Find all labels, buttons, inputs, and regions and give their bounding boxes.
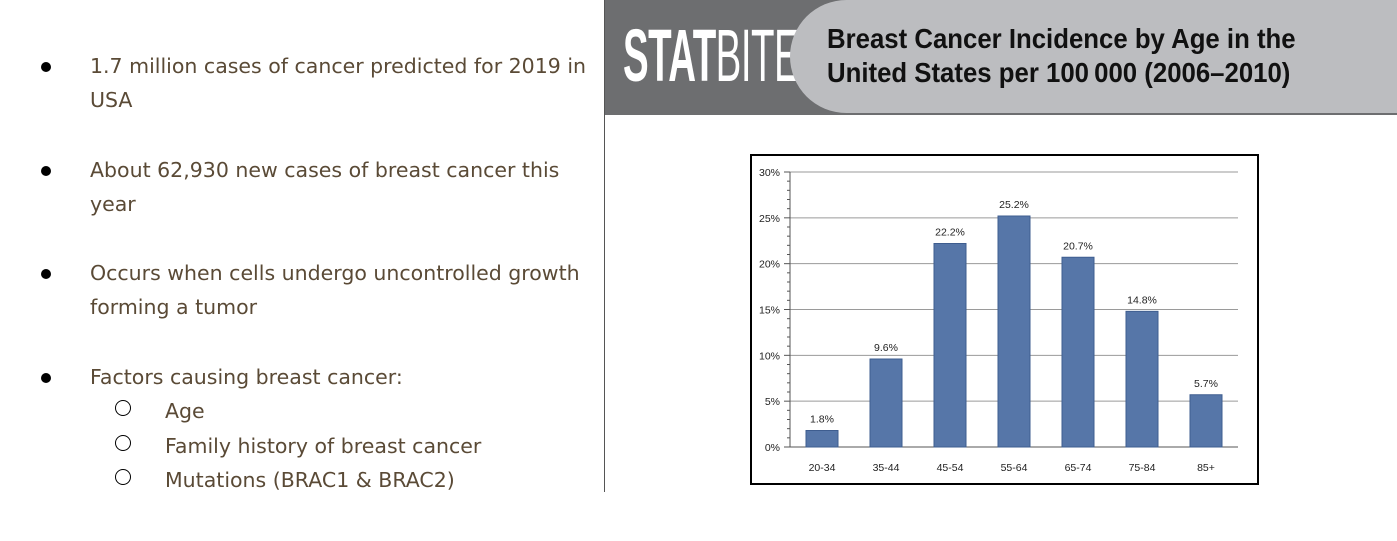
- chart-frame: 0% 5% 10% 15% 20% 25% 30% 1.8% 20-34 9.6% 35-44 22.…: [750, 154, 1259, 485]
- y-tick-label: 15%: [759, 305, 780, 317]
- y-tick-label: 25%: [759, 213, 780, 225]
- x-tick-label: 55-64: [1001, 462, 1028, 474]
- circle-bullet-icon: [115, 400, 131, 416]
- y-tick-label: 0%: [765, 442, 780, 454]
- y-tick-label: 30%: [759, 167, 780, 179]
- y-tick-label: 10%: [759, 350, 780, 362]
- data-label: 20.7%: [1063, 240, 1093, 252]
- logo-bite-text: BITE: [715, 14, 800, 97]
- bar: [997, 215, 1031, 448]
- bar: [933, 243, 967, 448]
- bar: [869, 358, 903, 448]
- x-tick-label: 20-34: [809, 462, 836, 474]
- data-label: 22.2%: [935, 227, 965, 239]
- sub-bullet-text: Family history of breast cancer: [165, 434, 482, 458]
- circle-bullet-icon: [115, 469, 131, 485]
- data-label: 14.8%: [1127, 294, 1157, 306]
- x-tick-label: 35-44: [873, 462, 900, 474]
- bullet-text: Factors causing breast cancer:: [90, 365, 403, 389]
- x-tick-label: 65-74: [1065, 462, 1092, 474]
- banner-divider: [605, 113, 1397, 115]
- bullet-dot-icon: [41, 166, 51, 176]
- data-label: 5.7%: [1194, 378, 1218, 390]
- data-label: 25.2%: [999, 199, 1029, 211]
- data-label: 1.8%: [810, 414, 834, 426]
- title-banner: STATBITE Breast Cancer Incidence by Age …: [605, 0, 1397, 113]
- circle-bullet-icon: [115, 435, 131, 451]
- bullet-dot-icon: [41, 62, 51, 72]
- sub-bullet-item: Mutations (BRAC1 & BRAC2): [0, 463, 600, 497]
- bar: [1189, 394, 1223, 448]
- chart-title: Breast Cancer Incidence by Age in the Un…: [827, 23, 1296, 88]
- x-tick-label: 85+: [1197, 462, 1215, 474]
- statbite-logo: STATBITE: [623, 14, 800, 98]
- logo-stat-text: STAT: [623, 14, 716, 97]
- bullet-dot-icon: [41, 269, 51, 279]
- x-tick-label: 45-54: [937, 462, 964, 474]
- sub-bullet-item: Family history of breast cancer: [0, 429, 600, 463]
- bar: [1125, 310, 1159, 448]
- bullet-text: 1.7 million cases of cancer predicted fo…: [90, 54, 587, 112]
- sub-bullet-text: Mutations (BRAC1 & BRAC2): [165, 468, 455, 492]
- figure-panel: STATBITE Breast Cancer Incidence by Age …: [604, 0, 1397, 492]
- data-label: 9.6%: [874, 342, 898, 354]
- title-background: [790, 0, 1397, 113]
- y-tick-label: 5%: [765, 396, 780, 408]
- bullet-dot-icon: [41, 373, 51, 383]
- x-tick-label: 75-84: [1129, 462, 1156, 474]
- bar: [1061, 256, 1095, 448]
- bar-chart: 0% 5% 10% 15% 20% 25% 30% 1.8% 20-34 9.6% 35-44 22.…: [759, 167, 1238, 474]
- sub-bullet-text: Age: [165, 399, 205, 423]
- bullet-list: 1.7 million cases of cancer predicted fo…: [0, 0, 604, 541]
- bar: [805, 430, 839, 448]
- bullet-text: Occurs when cells undergo uncontrolled g…: [90, 261, 580, 319]
- sub-bullet-item: Age: [0, 394, 600, 428]
- bullet-text: About 62,930 new cases of breast cancer …: [90, 158, 560, 216]
- y-tick-label: 20%: [759, 259, 780, 271]
